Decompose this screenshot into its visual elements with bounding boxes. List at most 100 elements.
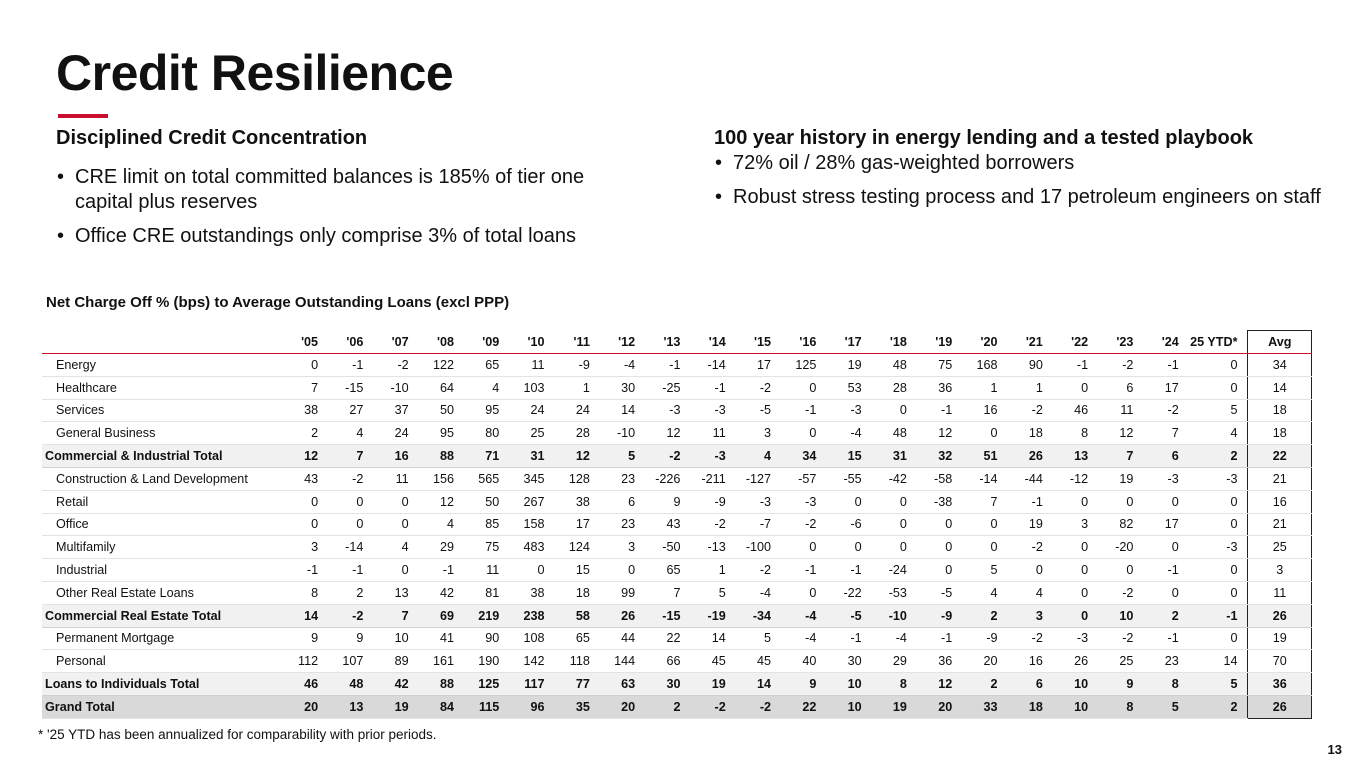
- value-cell: 14: [595, 399, 642, 423]
- value-cell: 50: [459, 490, 506, 514]
- value-cell: 2: [324, 581, 370, 605]
- value-cell: 0: [867, 535, 913, 560]
- value-cell: -2: [1003, 627, 1049, 651]
- value-cell: -3: [686, 444, 732, 468]
- value-cell: -7: [731, 513, 778, 537]
- value-cell: 19: [822, 353, 868, 377]
- value-cell: 142: [505, 649, 551, 674]
- value-cell: 0: [1184, 513, 1248, 537]
- column-header: '22: [1048, 330, 1095, 354]
- value-cell: 96: [505, 695, 551, 719]
- table-row: Healthcare 7 -15 -10 64 4 103 1 30 -25 -1 -2 0 53 28 36…: [42, 376, 1312, 400]
- value-cell: 2: [1139, 604, 1185, 628]
- value-cell: 2: [278, 421, 325, 446]
- value-cell: -2: [1094, 627, 1140, 651]
- value-cell: 64: [414, 376, 460, 400]
- column-header: '18: [867, 330, 913, 354]
- value-cell: -3: [1184, 535, 1248, 560]
- bullet-icon: •: [57, 166, 65, 188]
- value-cell: 20: [278, 695, 325, 719]
- table-title: Net Charge Off % (bps) to Average Outsta…: [46, 294, 510, 311]
- value-cell: 22: [641, 627, 687, 651]
- value-cell: 0: [912, 558, 959, 582]
- value-cell: 13: [1048, 444, 1095, 468]
- column-header: '05: [278, 330, 325, 354]
- value-cell: 3: [278, 535, 325, 560]
- value-cell: -2: [324, 604, 370, 628]
- average-cell: 18: [1247, 399, 1312, 423]
- average-cell: 16: [1247, 490, 1312, 514]
- value-cell: 4: [731, 444, 778, 468]
- value-cell: 8: [278, 581, 325, 605]
- value-cell: -1: [324, 558, 370, 582]
- value-cell: 11: [459, 558, 506, 582]
- value-cell: 34: [777, 444, 823, 468]
- value-cell: -2: [1139, 399, 1185, 423]
- value-cell: 26: [1003, 444, 1049, 468]
- value-cell: 5: [1184, 672, 1248, 696]
- value-cell: 42: [414, 581, 460, 605]
- value-cell: 0: [595, 558, 642, 582]
- value-cell: 18: [1003, 695, 1049, 719]
- value-cell: 13: [324, 695, 370, 719]
- value-cell: -9: [958, 627, 1004, 651]
- value-cell: -3: [1139, 467, 1185, 491]
- value-cell: -127: [731, 467, 778, 491]
- value-cell: 5: [686, 581, 732, 605]
- value-cell: -4: [731, 581, 778, 605]
- value-cell: 158: [505, 513, 551, 537]
- row-label: Services: [42, 399, 279, 423]
- column-header: Avg: [1247, 330, 1312, 354]
- column-header: '20: [958, 330, 1004, 354]
- value-cell: 115: [459, 695, 506, 719]
- value-cell: 0: [324, 490, 370, 514]
- page-title: Credit Resilience: [56, 45, 454, 101]
- value-cell: -34: [731, 604, 778, 628]
- subtotal-row: Commercial & Industrial Total 12 7 16 88 71 31…: [42, 444, 1312, 468]
- value-cell: 8: [867, 672, 913, 696]
- value-cell: -3: [731, 490, 778, 514]
- value-cell: 10: [1048, 695, 1095, 719]
- value-cell: 190: [459, 649, 506, 674]
- value-cell: 17: [550, 513, 596, 537]
- column-header: '16: [777, 330, 823, 354]
- value-cell: -2: [731, 695, 778, 719]
- value-cell: 85: [459, 513, 506, 537]
- value-cell: 1: [1003, 376, 1049, 400]
- value-cell: 4: [958, 581, 1004, 605]
- value-cell: 10: [1094, 604, 1140, 628]
- value-cell: 0: [822, 535, 868, 560]
- value-cell: -15: [641, 604, 687, 628]
- value-cell: 69: [414, 604, 460, 628]
- value-cell: 14: [1184, 649, 1248, 674]
- value-cell: 12: [912, 421, 959, 446]
- value-cell: -55: [822, 467, 868, 491]
- column-header: '23: [1094, 330, 1140, 354]
- row-label: Permanent Mortgage: [42, 627, 279, 651]
- value-cell: 6: [1139, 444, 1185, 468]
- value-cell: 27: [324, 399, 370, 423]
- value-cell: 8: [1094, 695, 1140, 719]
- value-cell: 4: [1003, 581, 1049, 605]
- value-cell: 12: [550, 444, 596, 468]
- value-cell: 43: [278, 467, 325, 491]
- column-header: 25 YTD*: [1184, 330, 1248, 354]
- bullet-list: • CRE limit on total committed balances i…: [56, 165, 636, 249]
- value-cell: 0: [867, 399, 913, 423]
- value-cell: 15: [550, 558, 596, 582]
- value-cell: 13: [369, 581, 415, 605]
- value-cell: 168: [958, 353, 1004, 377]
- value-cell: -44: [1003, 467, 1049, 491]
- value-cell: 10: [822, 695, 868, 719]
- value-cell: 9: [278, 627, 325, 651]
- value-cell: 31: [505, 444, 551, 468]
- value-cell: 2: [641, 695, 687, 719]
- value-cell: 0: [777, 421, 823, 446]
- value-cell: 0: [278, 353, 325, 377]
- value-cell: 12: [912, 672, 959, 696]
- value-cell: 90: [459, 627, 506, 651]
- value-cell: 38: [505, 581, 551, 605]
- value-cell: -4: [595, 353, 642, 377]
- value-cell: 0: [369, 558, 415, 582]
- value-cell: 15: [822, 444, 868, 468]
